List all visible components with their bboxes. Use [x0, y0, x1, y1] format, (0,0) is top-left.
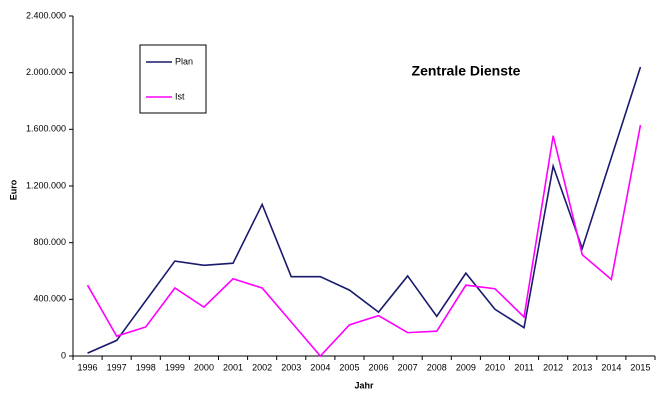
x-tick-label: 2015: [630, 362, 650, 372]
x-tick-label: 2008: [427, 362, 447, 372]
y-axis-label: Euro: [8, 179, 18, 200]
series-line: [87, 66, 642, 354]
x-tick-label: 1997: [107, 362, 127, 372]
x-tick-label: 2005: [339, 362, 359, 372]
x-tick-label: 2004: [310, 362, 330, 372]
y-tick-label: 1.600.000: [26, 124, 66, 134]
x-axis-label: Jahr: [354, 380, 374, 390]
x-tick-label: 1998: [136, 362, 156, 372]
y-tick-label: 800.000: [33, 237, 66, 247]
x-tick-label: 2000: [194, 362, 214, 372]
x-tick-label: 2012: [543, 362, 563, 372]
legend: [139, 44, 207, 114]
x-tick-label: 2003: [281, 362, 301, 372]
x-tick-label: 2011: [514, 362, 533, 372]
legend-label: Plan: [175, 56, 193, 66]
x-tick-label: 2007: [398, 362, 418, 372]
chart-title: Zentrale Dienste: [412, 63, 521, 79]
x-tick-label: 2014: [601, 362, 621, 372]
series-line: [86, 124, 642, 358]
x-tick-label: 2002: [252, 362, 272, 372]
x-tick-label: 2013: [572, 362, 592, 372]
y-tick-label: 1.200.000: [26, 180, 66, 190]
x-tick-label: 1996: [78, 362, 98, 372]
x-tick-label: 1999: [165, 362, 185, 372]
x-tick-label: 2001: [223, 362, 243, 372]
legend-label: Ist: [175, 91, 185, 101]
y-tick-label: 400.000: [33, 294, 66, 304]
x-tick-label: 2006: [369, 362, 389, 372]
x-tick-label: 2009: [456, 362, 476, 372]
y-tick-label: 0: [61, 350, 66, 360]
x-tick-label: 2010: [485, 362, 505, 372]
y-tick-label: 2.400.000: [26, 10, 66, 20]
y-tick-label: 2.000.000: [26, 67, 66, 77]
